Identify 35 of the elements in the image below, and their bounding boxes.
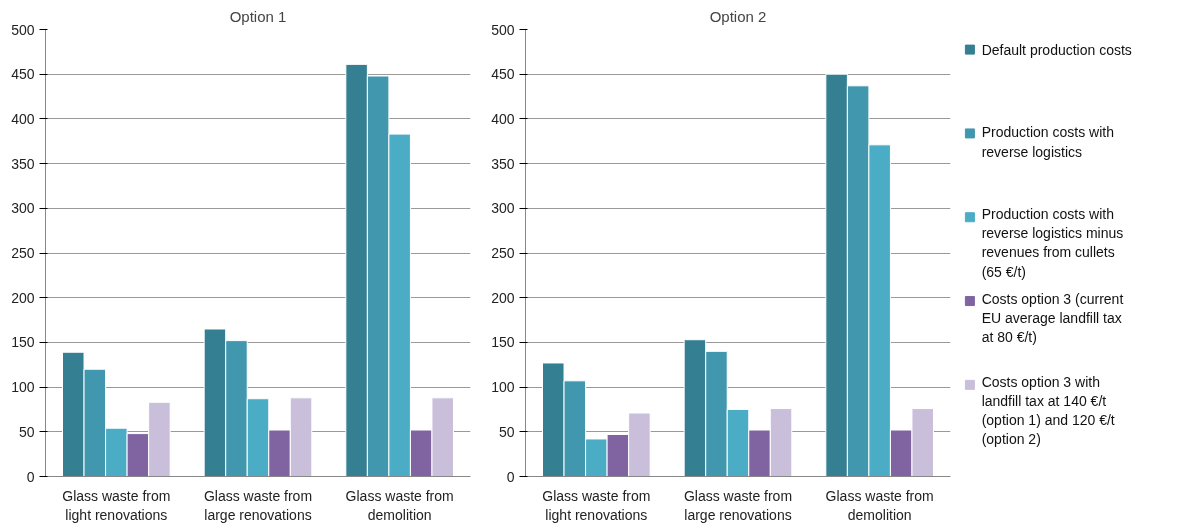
y-tick-label: 400 [491, 110, 515, 127]
y-tick-label: 0 [26, 468, 35, 485]
y-tick-label: 250 [11, 245, 35, 261]
y-tick-label: 50 [498, 423, 515, 440]
y-tick-label: 300 [491, 200, 515, 217]
y-tick-label: 200 [11, 289, 35, 306]
y-tick-label: 250 [491, 245, 515, 261]
y-tick-label: 50 [18, 423, 35, 440]
y-tick-label: 100 [491, 379, 515, 396]
x-tick-label: Glass waste from light renovations [62, 487, 171, 523]
x-tick-label: Glass waste from large renovations [683, 487, 793, 523]
x-tick-label: Glass waste from large renovations [203, 487, 313, 523]
legend-label: Costs option 3 (current EU average landfill tax at 80 €/t) [981, 290, 1124, 346]
x-tick-label: Glass waste from light renovations [542, 487, 651, 523]
y-tick-label: 400 [11, 110, 35, 127]
y-tick-label: 150 [491, 334, 515, 351]
legend-label: Production costs with reverse logistics minus revenues from cullets (65 €/t) [981, 205, 1124, 280]
y-tick-label: 100 [11, 379, 35, 396]
chart-title: Option 2 [709, 7, 767, 25]
legend-label: Default production costs [981, 41, 1132, 58]
y-tick-label: 0 [506, 468, 515, 485]
y-tick-label: 450 [11, 66, 35, 83]
y-tick-label: 350 [491, 155, 515, 172]
y-tick-label: 150 [11, 334, 35, 351]
x-tick-label: Glass waste from demolition [345, 487, 454, 523]
x-tick-label: Glass waste from demolition [825, 487, 934, 523]
chart-title: Option 1 [229, 7, 287, 25]
y-tick-label: 500 [491, 21, 515, 38]
y-tick-label: 200 [491, 289, 515, 306]
y-tick-label: 500 [11, 21, 35, 38]
y-tick-label: 300 [11, 200, 35, 217]
y-tick-label: 450 [491, 66, 515, 83]
legend-label: Costs option 3 with landfill tax at 140 €/t (option 1) and 120 €/t (option 2) [981, 373, 1115, 448]
legend-label: Production costs with reverse logistics [981, 124, 1114, 160]
y-tick-label: 350 [11, 155, 35, 172]
